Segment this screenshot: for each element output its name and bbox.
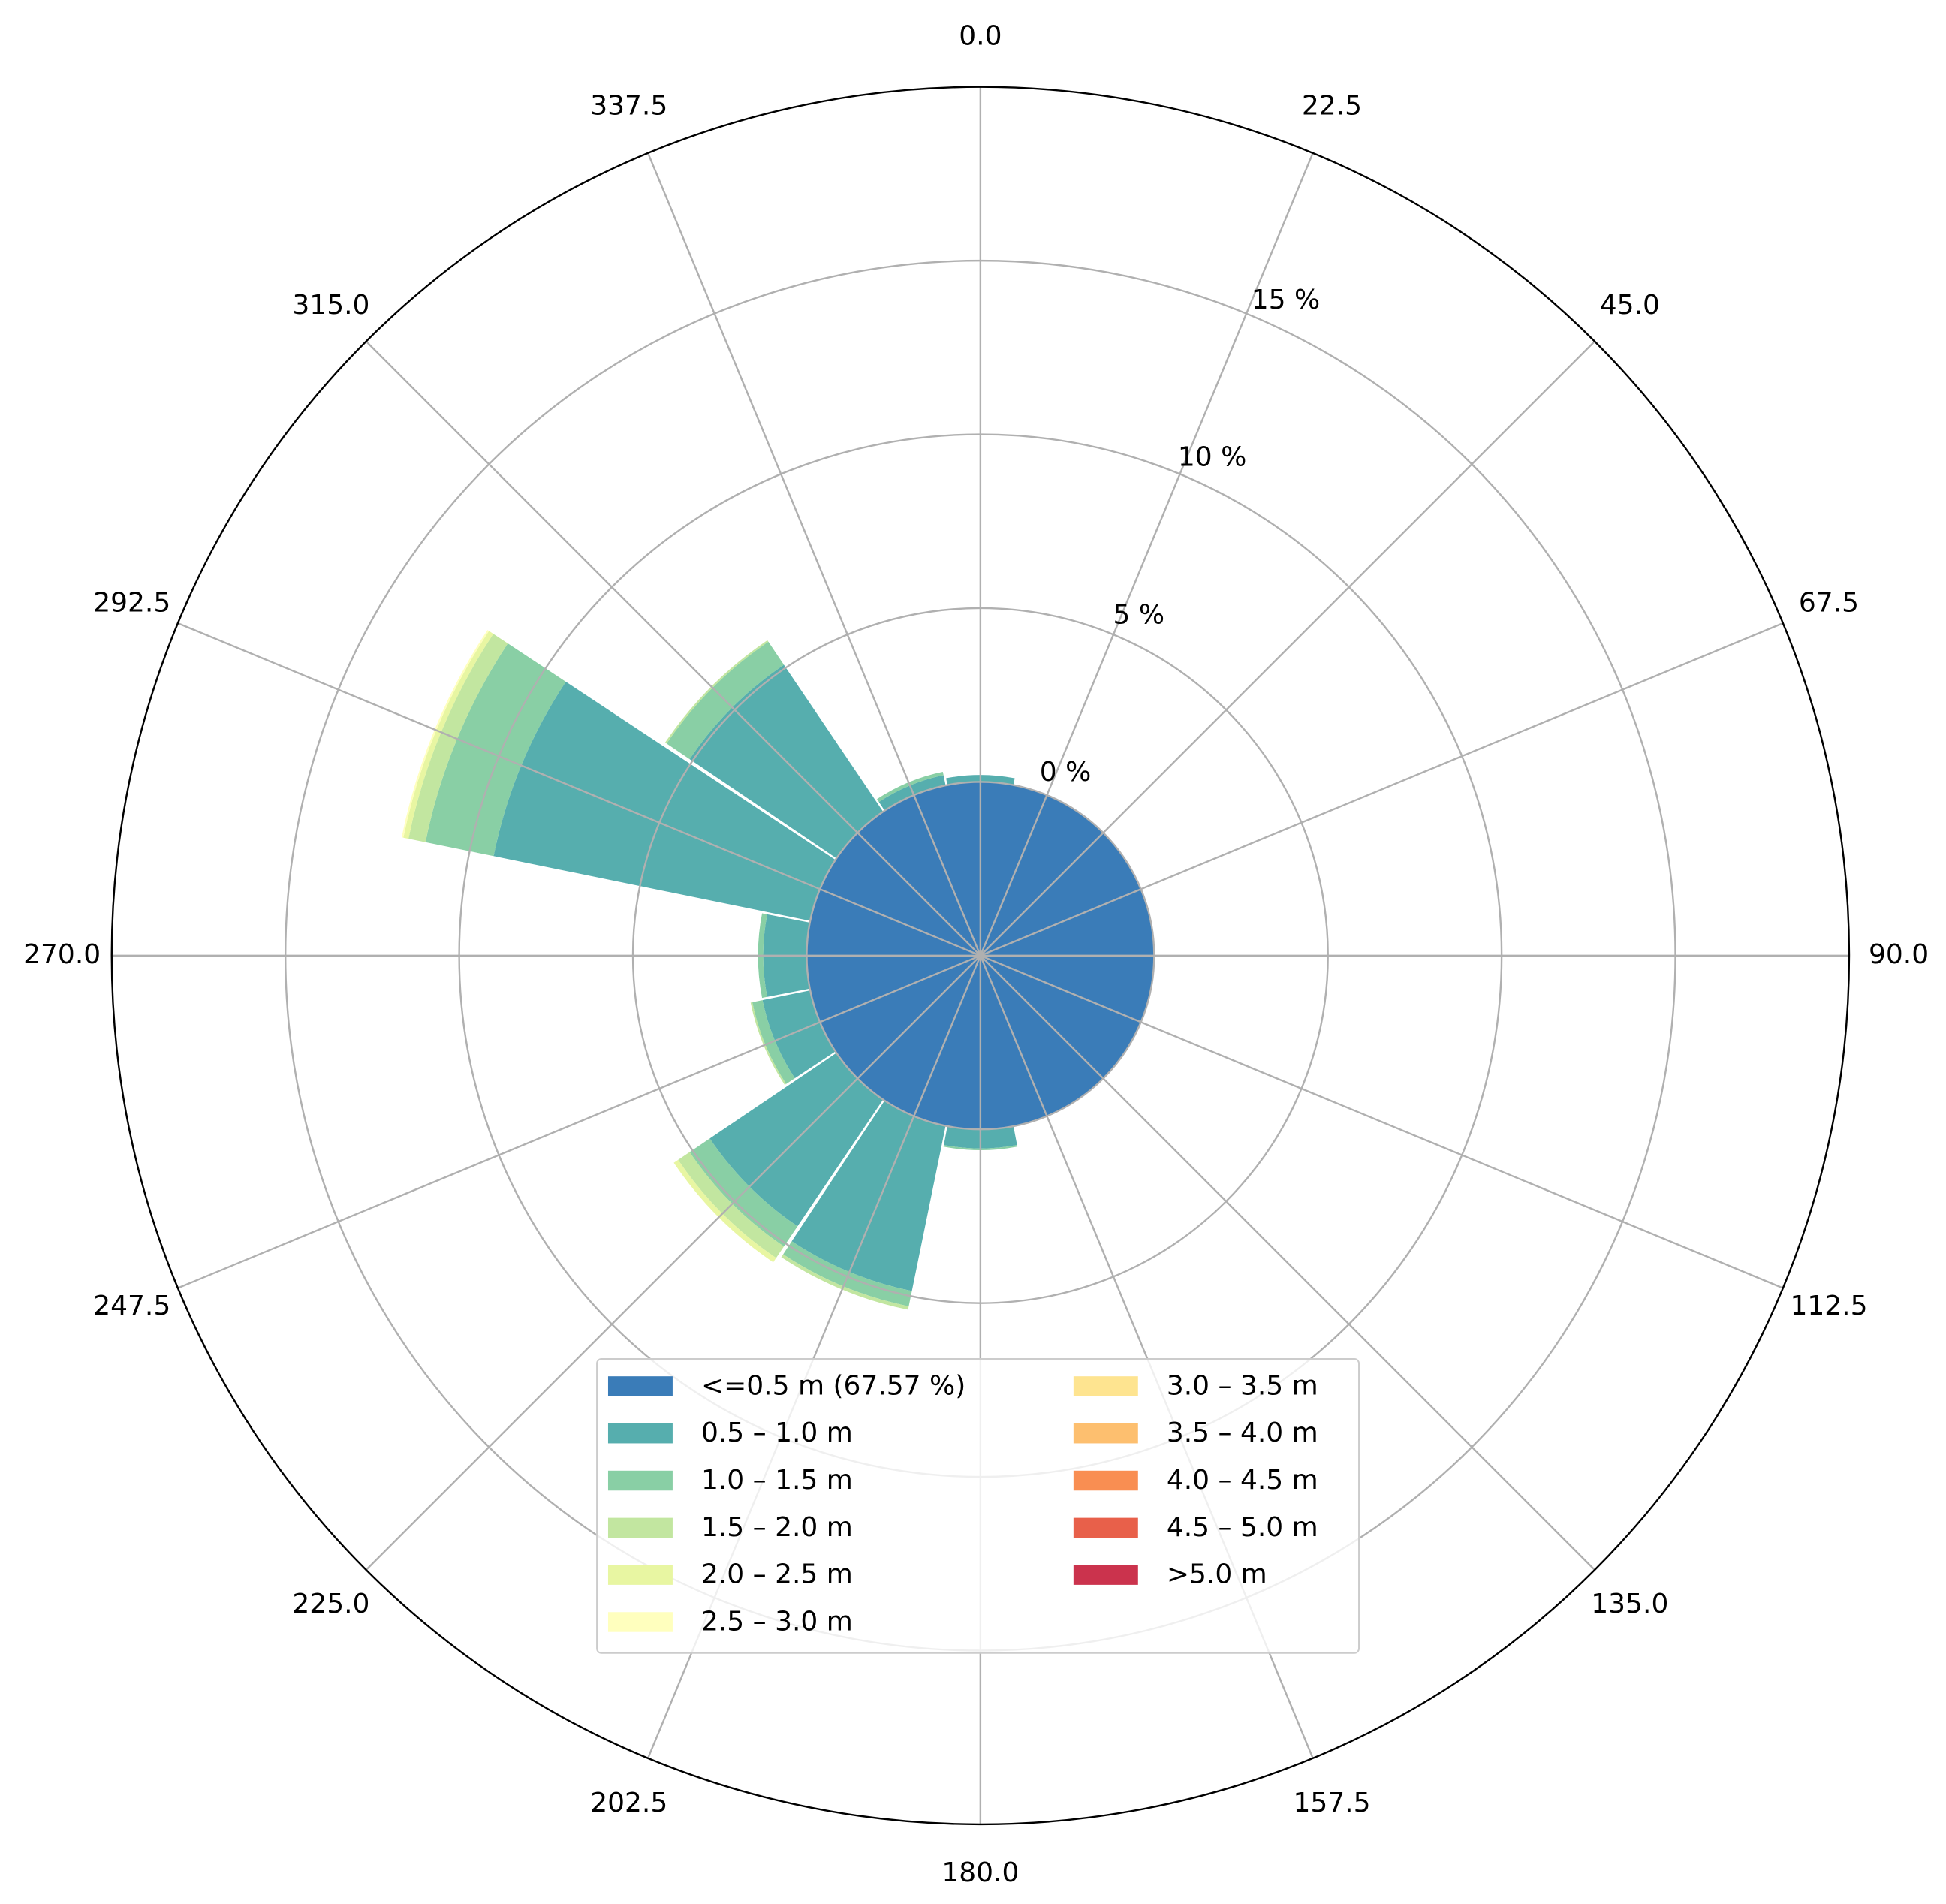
grid-ring bbox=[631, 607, 1329, 1304]
bar-segment bbox=[783, 1241, 912, 1306]
legend-label: 4.5 – 5.0 m bbox=[1167, 1512, 1318, 1543]
grid-ring bbox=[806, 781, 1155, 1131]
radial-tick-label: 10 % bbox=[1178, 442, 1246, 473]
radial-tick-label: 0 % bbox=[1040, 757, 1092, 788]
spoke bbox=[365, 340, 981, 957]
direction-label: 0.0 bbox=[959, 21, 1002, 52]
direction-label: 45.0 bbox=[1600, 290, 1660, 321]
direction-label: 315.0 bbox=[292, 290, 369, 321]
legend-label: 4.0 – 4.5 m bbox=[1167, 1465, 1318, 1496]
legend-swatch bbox=[1073, 1565, 1138, 1585]
bar-segment bbox=[762, 990, 836, 1079]
legend-swatch bbox=[607, 1565, 673, 1585]
spoke bbox=[177, 622, 981, 957]
spoke bbox=[177, 954, 981, 1289]
direction-label: 67.5 bbox=[1799, 588, 1859, 619]
legend-label: 1.0 – 1.5 m bbox=[701, 1465, 853, 1496]
direction-label: 180.0 bbox=[941, 1857, 1019, 1888]
spoke bbox=[980, 340, 1595, 957]
direction-label: 112.5 bbox=[1790, 1291, 1867, 1321]
bar-segment bbox=[943, 1145, 1018, 1151]
direction-label: 135.0 bbox=[1591, 1589, 1668, 1619]
legend-label: 0.5 – 1.0 m bbox=[701, 1417, 853, 1448]
spoke bbox=[365, 954, 981, 1571]
legend-box bbox=[596, 1358, 1360, 1654]
direction-label: 270.0 bbox=[23, 939, 101, 970]
direction-label: 202.5 bbox=[590, 1788, 667, 1818]
legend-swatch bbox=[607, 1612, 673, 1632]
radial-tick-label: 15 % bbox=[1252, 285, 1320, 315]
legend-label: 2.0 – 2.5 m bbox=[701, 1559, 853, 1590]
legend-swatch bbox=[1073, 1376, 1138, 1396]
legend-label: 2.5 – 3.0 m bbox=[701, 1606, 853, 1637]
legend-label: 3.5 – 4.0 m bbox=[1167, 1417, 1318, 1448]
bar-segment bbox=[781, 1254, 909, 1310]
spoke bbox=[979, 152, 1314, 957]
legend-swatch bbox=[1073, 1517, 1138, 1538]
legend-swatch bbox=[607, 1517, 673, 1538]
legend-label: 3.0 – 3.5 m bbox=[1167, 1370, 1318, 1401]
bar-segment bbox=[791, 1100, 946, 1291]
legend-label: >5.0 m bbox=[1167, 1559, 1267, 1590]
bar-segment bbox=[673, 1159, 776, 1263]
bar-segment bbox=[403, 631, 494, 839]
legend-swatch bbox=[607, 1376, 673, 1396]
radial-tick-label: 5 % bbox=[1113, 599, 1165, 630]
direction-label: 157.5 bbox=[1293, 1788, 1370, 1818]
polar-frame bbox=[110, 86, 1851, 1826]
direction-label: 225.0 bbox=[292, 1589, 369, 1619]
direction-label: 247.5 bbox=[93, 1291, 170, 1321]
bar-segment bbox=[425, 643, 566, 857]
spoke bbox=[646, 152, 981, 957]
direction-label: 22.5 bbox=[1302, 91, 1362, 122]
spoke bbox=[980, 954, 1595, 1571]
bar-segment bbox=[408, 634, 508, 842]
legend-label: <=0.5 m (67.57 %) bbox=[701, 1370, 965, 1401]
direction-label: 90.0 bbox=[1869, 939, 1929, 970]
direction-label: 337.5 bbox=[590, 91, 667, 122]
spoke bbox=[980, 622, 1784, 957]
bar-segment bbox=[877, 771, 944, 803]
legend-swatch bbox=[607, 1470, 673, 1491]
legend-swatch bbox=[607, 1423, 673, 1444]
spoke bbox=[980, 954, 1784, 1289]
legend-swatch bbox=[1073, 1470, 1138, 1491]
legend-label: 1.5 – 2.0 m bbox=[701, 1512, 853, 1543]
direction-label: 292.5 bbox=[93, 588, 170, 619]
legend-swatch bbox=[1073, 1423, 1138, 1444]
